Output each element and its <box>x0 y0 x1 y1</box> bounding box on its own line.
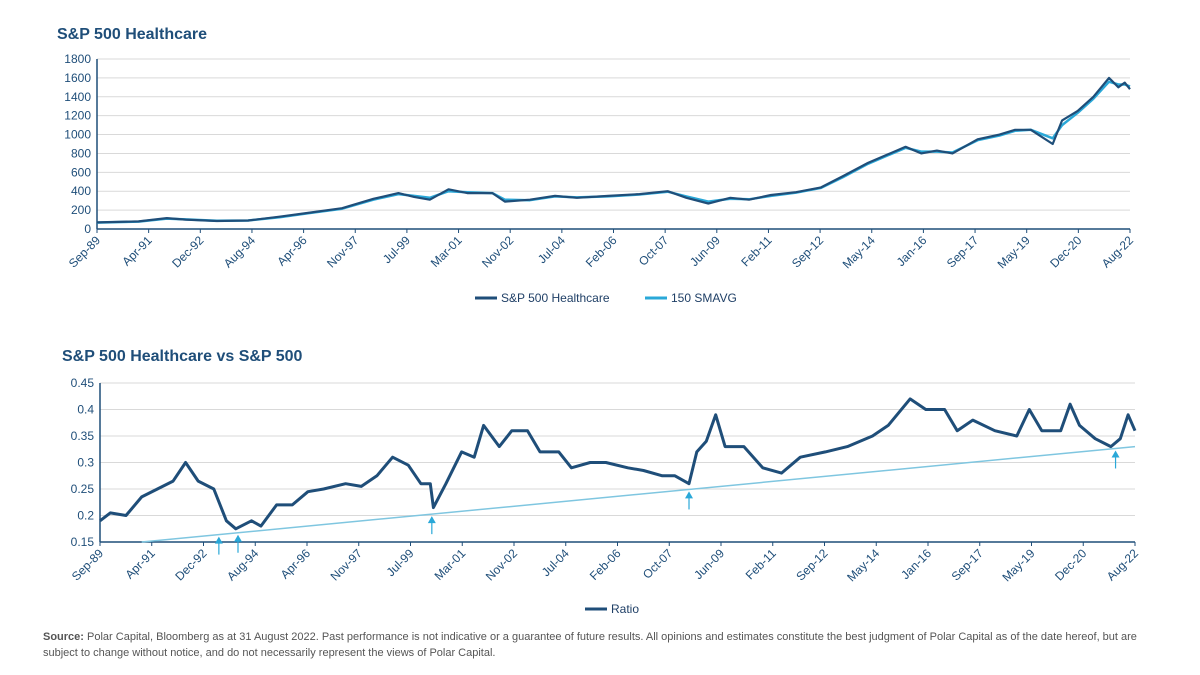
x-tick-label: Dec-92 <box>172 546 209 583</box>
x-tick-label: Jun-09 <box>691 546 727 582</box>
source-text: Polar Capital, Bloomberg as at 31 August… <box>43 631 1137 659</box>
x-tick-label: Jan-16 <box>894 233 930 269</box>
x-tick-label: Nov-97 <box>324 233 361 270</box>
x-tick-label: Sep-89 <box>66 233 103 270</box>
x-tick-label: Dec-20 <box>1052 546 1089 583</box>
y-tick-label: 800 <box>71 146 91 160</box>
x-tick-label: Jun-09 <box>687 233 723 269</box>
series-line-150-smavg <box>96 80 1131 224</box>
x-tick-label: Mar-01 <box>428 233 465 270</box>
x-tick-label: Aug-22 <box>1099 233 1136 270</box>
y-tick-label: 1200 <box>64 109 91 123</box>
x-tick-label: Aug-22 <box>1104 546 1141 583</box>
y-tick-label: 600 <box>71 165 91 179</box>
x-tick-label: Jul-04 <box>535 233 568 266</box>
y-tick-label: 400 <box>71 184 91 198</box>
arrow-up-icon <box>427 516 436 524</box>
x-tick-label: Sep-17 <box>944 233 981 270</box>
arrow-up-icon <box>214 536 223 544</box>
x-tick-label: Apr-96 <box>278 546 314 582</box>
x-tick-label: Sep-17 <box>949 546 986 583</box>
y-tick-label: 0 <box>84 222 91 236</box>
y-tick-label: 0.4 <box>77 403 94 417</box>
y-tick-label: 1600 <box>64 71 91 85</box>
legend-label: Ratio <box>611 602 639 616</box>
x-tick-label: Sep-12 <box>793 546 830 583</box>
x-tick-label: Dec-20 <box>1047 233 1084 270</box>
x-tick-label: Jul-04 <box>539 546 572 579</box>
y-tick-label: 1800 <box>64 52 91 66</box>
legend-label: 150 SMAVG <box>671 291 737 305</box>
trendline <box>141 445 1136 543</box>
y-tick-label: 0.2 <box>77 509 94 523</box>
source-label: Source: <box>43 631 84 643</box>
y-tick-label: 0.15 <box>71 535 95 549</box>
x-tick-label: Aug-94 <box>221 233 258 270</box>
y-tick-label: 0.35 <box>71 429 95 443</box>
chart-title-ratio: S&P 500 Healthcare vs S&P 500 <box>62 348 303 365</box>
x-tick-label: Sep-89 <box>69 546 106 583</box>
x-tick-label: Jan-16 <box>898 546 934 582</box>
arrow-up-icon <box>685 491 694 499</box>
x-tick-label: Jul-99 <box>384 546 417 579</box>
x-tick-label: May-19 <box>995 233 1033 271</box>
x-tick-label: Dec-92 <box>169 233 206 270</box>
x-tick-label: May-19 <box>999 546 1037 584</box>
y-tick-label: 200 <box>71 203 91 217</box>
x-tick-label: Mar-01 <box>432 546 469 583</box>
x-tick-label: Nov-02 <box>479 233 516 270</box>
y-tick-label: 0.3 <box>77 456 94 470</box>
x-tick-label: Oct-07 <box>636 233 672 269</box>
y-tick-label: 0.45 <box>71 376 95 390</box>
arrow-up-icon <box>1111 450 1120 458</box>
series-line-ratio <box>99 397 1137 531</box>
x-tick-label: Feb-06 <box>587 546 624 583</box>
x-tick-label: May-14 <box>844 546 882 584</box>
series-line-s-p-500-healthcare <box>96 76 1131 224</box>
x-tick-label: Jul-99 <box>380 233 413 266</box>
arrow-up-icon <box>234 534 242 542</box>
source-note: Source: Polar Capital, Bloomberg as at 3… <box>43 629 1163 661</box>
x-tick-label: May-14 <box>840 233 878 271</box>
x-tick-label: Oct-07 <box>640 546 676 582</box>
x-tick-label: Sep-12 <box>789 233 826 270</box>
legend-label: S&P 500 Healthcare <box>501 291 610 305</box>
x-tick-label: Aug-94 <box>224 546 261 583</box>
y-tick-label: 1400 <box>64 90 91 104</box>
x-tick-label: Apr-91 <box>122 546 158 582</box>
x-tick-label: Apr-96 <box>274 233 310 269</box>
x-tick-label: Apr-91 <box>119 233 155 269</box>
x-tick-label: Feb-11 <box>738 233 774 269</box>
y-tick-label: 0.25 <box>71 482 95 496</box>
y-tick-label: 1000 <box>64 128 91 142</box>
x-tick-label: Feb-06 <box>583 233 620 270</box>
x-tick-label: Nov-97 <box>328 546 365 583</box>
chart-title-healthcare: S&P 500 Healthcare <box>57 26 208 43</box>
x-tick-label: Nov-02 <box>483 546 520 583</box>
x-tick-label: Feb-11 <box>743 546 779 582</box>
